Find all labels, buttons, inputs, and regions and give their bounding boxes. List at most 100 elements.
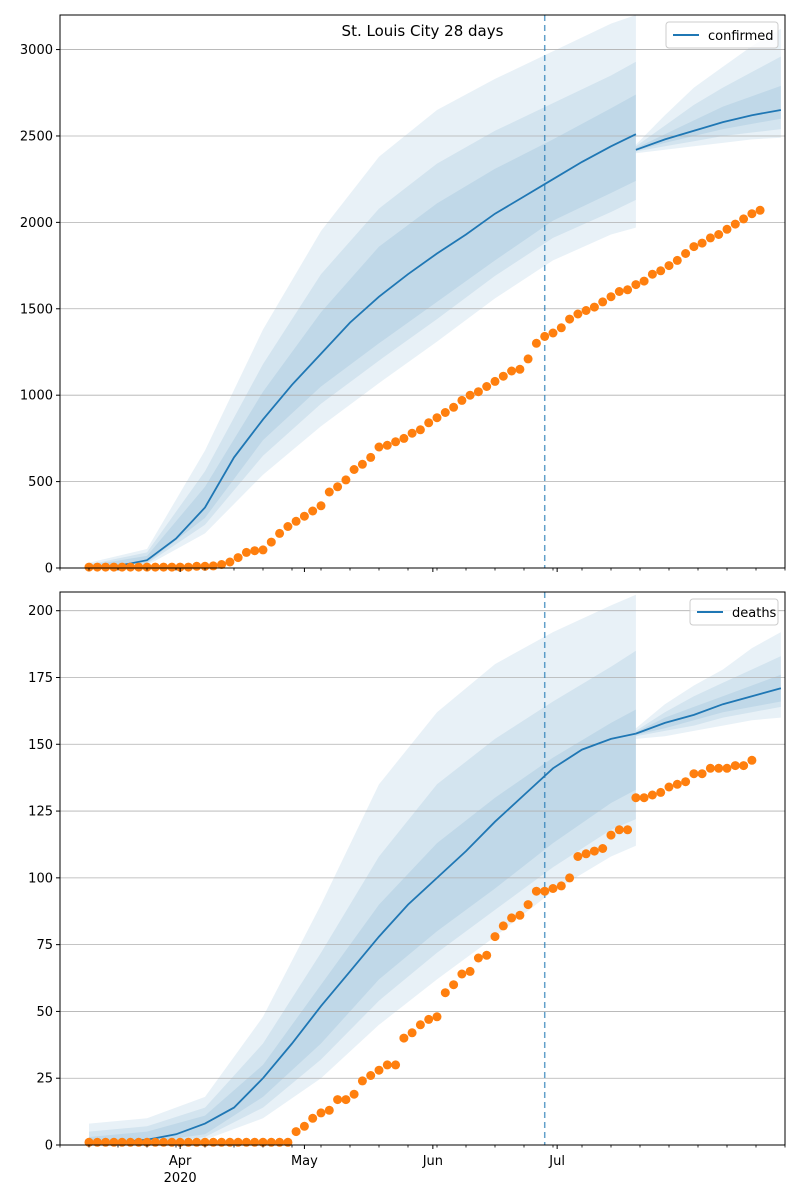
data-point: [739, 761, 749, 771]
data-point: [399, 1033, 409, 1043]
legend-box: [689, 598, 779, 626]
data-point: [548, 328, 558, 338]
y-tick-label: 150: [28, 738, 53, 753]
data-point: [374, 442, 384, 452]
data-point: [714, 230, 724, 239]
data-point: [101, 562, 111, 572]
data-point: [382, 440, 392, 450]
data-point: [565, 873, 575, 883]
data-point: [109, 562, 119, 572]
data-point: [689, 242, 699, 252]
data-point: [415, 425, 425, 435]
data-point: [333, 1095, 343, 1105]
data-point: [341, 475, 351, 485]
uncertainty-band: [635, 632, 781, 739]
deaths-y-axis: 0 25 50 75 100 125 150 175 200: [28, 604, 60, 1154]
confirmed-lines: [88, 109, 782, 568]
data-point: [556, 323, 566, 333]
data-point: [490, 376, 500, 386]
data-point: [192, 561, 202, 571]
y-tick-label: 200: [28, 604, 53, 619]
data-point: [407, 1028, 417, 1038]
data-point: [217, 560, 227, 569]
series-line: [635, 687, 782, 735]
data-point: [366, 1071, 376, 1080]
uncertainty-band: [89, 594, 636, 1145]
data-point: [623, 825, 633, 835]
deaths-axes-frame: [59, 591, 786, 1146]
data-point: [639, 793, 649, 803]
confirmed-observed-markers: [84, 205, 765, 572]
data-point: [681, 249, 691, 258]
data-point: [183, 562, 193, 572]
data-point: [349, 465, 359, 474]
x-tick-label: May: [291, 1154, 318, 1169]
data-point: [672, 255, 682, 265]
data-point: [424, 418, 434, 428]
data-point: [498, 921, 508, 931]
data-point: [631, 280, 641, 290]
data-point: [299, 1121, 309, 1131]
confirmed-axes-frame: [59, 14, 786, 569]
data-point: [722, 224, 732, 234]
data-point: [241, 547, 251, 557]
data-point: [117, 562, 127, 572]
uncertainty-band: [635, 85, 781, 151]
data-point: [755, 205, 765, 215]
legend-label-deaths: deaths: [732, 606, 777, 621]
x-tick-sublabel: 2020: [164, 1171, 197, 1186]
data-point: [705, 233, 715, 243]
data-point: [656, 266, 666, 276]
data-point: [159, 562, 169, 572]
data-point: [747, 209, 757, 219]
data-point: [473, 387, 483, 397]
y-tick-label: 2000: [20, 216, 53, 231]
confirmed-x-axis: [59, 568, 786, 572]
data-point: [507, 913, 517, 923]
data-point: [614, 287, 624, 296]
data-point: [540, 886, 550, 896]
y-tick-label: 175: [28, 671, 53, 686]
x-tick-label: Jun: [422, 1154, 443, 1169]
data-point: [681, 777, 691, 787]
data-point: [556, 881, 566, 891]
data-point: [498, 371, 508, 381]
data-point: [656, 787, 666, 797]
y-tick-label: 2500: [20, 129, 53, 144]
data-point: [722, 763, 732, 773]
data-point: [440, 408, 450, 417]
deaths-lines: [89, 687, 782, 1144]
data-point: [523, 354, 533, 364]
data-point: [705, 763, 715, 773]
data-point: [134, 562, 144, 572]
x-tick-label: Apr: [169, 1154, 192, 1169]
series-line: [635, 109, 782, 151]
legend-label-confirmed: confirmed: [708, 29, 774, 44]
data-point: [473, 953, 483, 963]
data-point: [84, 562, 94, 572]
y-tick-label: 3000: [20, 43, 53, 58]
data-point: [341, 1095, 351, 1105]
data-point: [457, 395, 467, 405]
data-point: [697, 769, 707, 779]
data-point: [531, 338, 541, 348]
data-point: [515, 364, 525, 374]
data-point: [432, 1012, 442, 1022]
data-point: [598, 297, 608, 307]
data-point: [308, 1113, 318, 1123]
data-point: [664, 782, 674, 792]
data-point: [391, 437, 401, 447]
data-point: [606, 830, 616, 840]
y-tick-label: 75: [36, 938, 53, 953]
data-point: [465, 390, 475, 400]
data-point: [266, 537, 276, 547]
data-point: [424, 1014, 434, 1024]
data-point: [291, 516, 301, 526]
deaths-x-axis: Apr 2020 May Jun Jul: [59, 1145, 786, 1186]
data-point: [391, 1060, 401, 1070]
data-point: [316, 501, 326, 511]
legend-box: [665, 21, 779, 49]
data-point: [523, 900, 533, 910]
